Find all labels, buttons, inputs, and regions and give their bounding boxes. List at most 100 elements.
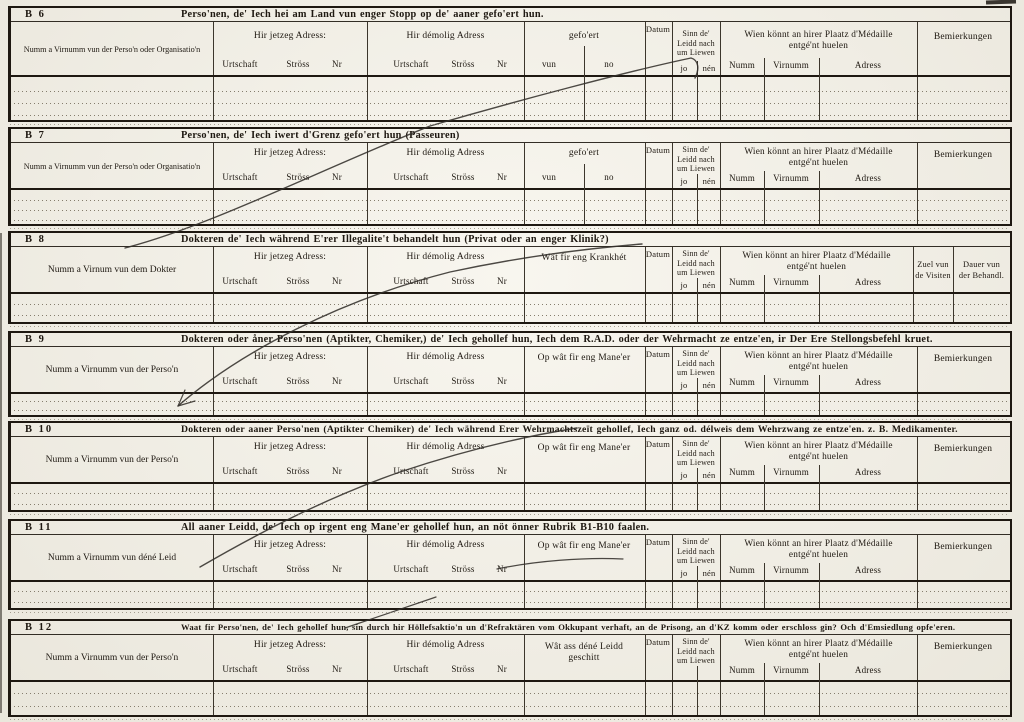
grid-line [917,437,918,510]
column-header-medal-recipient-line2: entgé'nt huelen [788,158,849,168]
column-header-sinn: Leidd nach [677,154,715,164]
grid-line [367,535,368,608]
grid-line-jo-nen [697,378,698,415]
subcolumn-label-numm: Numm [729,277,755,287]
dotted-writing-line [14,693,1007,694]
column-header-bemierkungen: Bemierkungen [933,32,993,42]
grid-line-recipient-sub [764,58,765,120]
grid-line [645,437,646,510]
column-header-medal-recipient: Wien könnt an hirer Plaatz d'Médaille [744,441,893,451]
dotted-writing-line [14,401,1007,402]
subcolumn-label-numm: Numm [729,467,755,477]
column-header-medal-recipient-line2: entgé'nt huelen [788,650,849,660]
subcolumn-label-no: no [604,59,614,69]
subcolumn-label-virnumm: Virnumm [773,467,809,477]
grid-line [367,635,368,715]
column-header-current-address: Hir jetzeg Adress: [253,540,327,550]
subcolumn-label-jo: jo [680,63,688,73]
section-title: Perso'nen, de' Iech iwert d'Grenz gefo'e… [181,130,460,141]
grid-line-recipient-sub [764,275,765,322]
subcolumn-label-stross: Ströss [451,59,475,69]
grid-line [672,22,673,120]
title-row-rule [11,21,1010,22]
dotted-writing-line [10,612,1010,613]
scan-edge-mark [0,233,2,713]
grid-line-recipient-sub [764,465,765,510]
grid-line [213,247,214,322]
subcolumn-label-jo: jo [680,470,688,480]
dotted-writing-line [14,602,1007,603]
dotted-writing-line [14,115,1007,116]
dotted-writing-line [14,504,1007,505]
dotted-writing-line [14,410,1007,411]
section-b10: B 10 Dokteren oder aaner Perso'nen (Aptik… [8,421,1012,512]
subcolumn-label-urtschaft: Urtschaft [222,172,258,182]
grid-line-recipient-sub [819,275,820,322]
column-header-datum: Datum [645,537,671,547]
grid-line [672,143,673,224]
header-bottom-rule [11,580,1010,582]
column-header-former-address: Hir démolig Adress [406,640,485,650]
column-header-treatment-duration: Dauer vun [963,260,1000,269]
subcolumn-label-urtschaft: Urtschaft [222,376,258,386]
subcolumn-label-stross: Ströss [286,466,310,476]
column-header-former-address: Hir démolig Adress [406,31,485,41]
column-header-medal-recipient: Wien könnt an hirer Plaatz d'Médaille [744,539,893,549]
subcolumn-label-nen: nén [702,470,716,480]
column-header-name: Numm a Virnumm vun déné Leid [47,553,177,563]
subcolumn-label-virnumm: Virnumm [773,60,809,70]
column-header-datum: Datum [645,145,671,155]
column-header-sinn: Leidd nach [677,258,715,268]
subcolumn-label-stross: Ströss [286,59,310,69]
grid-line-vun-no [584,164,585,224]
subcolumn-label-stross: Ströss [451,564,475,574]
column-header-medal-recipient-line2: entgé'nt huelen [788,362,849,372]
dotted-writing-line [10,419,1010,420]
grid-line [213,535,214,608]
subcolumn-label-stross: Ströss [286,172,310,182]
subcolumn-label-stross: Ströss [286,376,310,386]
subcolumn-label-numm: Numm [729,173,755,183]
dotted-writing-line [14,304,1007,305]
dotted-writing-line [14,200,1007,201]
subcolumn-label-adress: Adress [854,173,882,183]
subcolumn-label-nr: Nr [332,466,342,476]
grid-line-jo-nen [697,468,698,510]
dotted-writing-line [14,706,1007,707]
grid-line [645,635,646,715]
grid-line-recipient-sub [819,663,820,715]
dotted-writing-line [10,326,1010,327]
grid-line [917,635,918,715]
subcolumn-label-numm: Numm [729,60,755,70]
subcolumn-label-virnumm: Virnumm [773,173,809,183]
section-b9: B 9 Dokteren oder åner Perso'nen (Aptikte… [8,331,1012,417]
grid-line [213,143,214,224]
column-header-sinn: um Liewen [676,656,716,665]
subcolumn-label-nr: Nr [497,466,507,476]
grid-line-recipient-sub [819,563,820,608]
dotted-writing-line [10,228,1010,229]
grid-line-jo-nen [697,174,698,224]
grid-line [524,143,525,224]
grid-line [672,437,673,510]
column-header-former-address: Hir démolig Adress [406,148,485,158]
title-row-rule [11,634,1010,635]
column-header-sinn: um Liewen [676,368,716,377]
subcolumn-label-jo: jo [680,176,688,186]
subcolumn-label-stross: Ströss [286,276,310,286]
grid-line-jo-nen [697,666,698,715]
grid-line [524,437,525,510]
grid-line [917,22,918,120]
grid-line [720,535,721,608]
column-header-former-address: Hir démolig Adress [406,540,485,550]
column-header-sinn: Leidd nach [677,546,715,556]
column-header-datum: Datum [645,439,671,449]
section-b12: B 12 Waat fir Perso'nen, de' Iech geholle… [8,619,1012,717]
subcolumn-label-urtschaft: Urtschaft [393,276,429,286]
subcolumn-label-nen: nén [702,280,716,290]
grid-line-vun-no [584,46,585,120]
subcolumn-label-urtschaft: Urtschaft [393,564,429,574]
column-header-medal-recipient-line2: entgé'nt huelen [788,41,849,51]
subcolumn-label-vun: vun [541,59,557,69]
